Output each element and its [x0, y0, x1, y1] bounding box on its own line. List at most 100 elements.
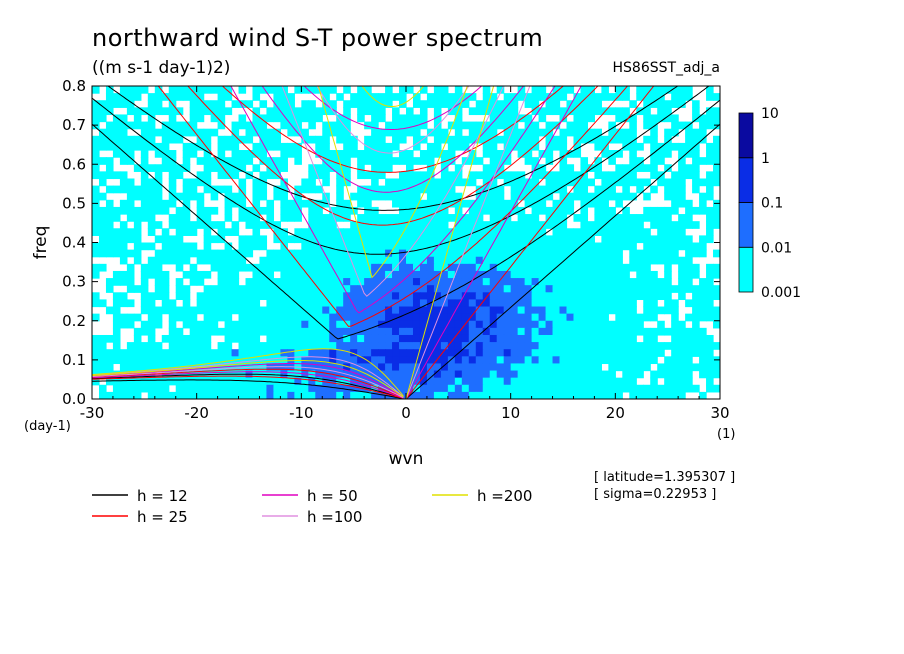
power-cell [489, 93, 498, 101]
power-cell [196, 349, 205, 357]
power-cell [392, 107, 400, 116]
power-cell [447, 306, 456, 315]
power-cell [343, 384, 351, 393]
power-cell [468, 178, 477, 187]
dispersion-line-h50 [92, 371, 404, 399]
power-cell [357, 278, 365, 286]
power-cell [343, 306, 351, 315]
power-cell [350, 249, 358, 258]
power-cell [650, 185, 658, 194]
power-cell [468, 306, 477, 315]
power-cell [685, 327, 693, 336]
power-cell [587, 313, 595, 322]
power-cell [489, 135, 498, 144]
power-cell [664, 256, 672, 265]
power-cell [573, 214, 582, 222]
power-cell [692, 135, 700, 144]
power-cell [461, 342, 470, 350]
power-cell [112, 142, 121, 151]
power-cell [713, 384, 720, 393]
power-cell [482, 327, 491, 336]
power-cell [580, 263, 589, 272]
power-cell [517, 278, 526, 286]
power-cell [426, 334, 435, 343]
power-cell [168, 164, 177, 172]
power-cell [364, 214, 372, 222]
power-cell [154, 192, 163, 201]
power-cell [594, 384, 602, 393]
power-cell [503, 100, 512, 108]
power-cell [357, 270, 365, 279]
power-cell [503, 349, 512, 357]
power-cell [259, 391, 268, 399]
power-cell [392, 363, 400, 372]
power-cell [538, 313, 547, 322]
power-cell [266, 313, 275, 322]
power-cell [608, 320, 616, 329]
power-cell [587, 235, 595, 244]
power-cell [322, 107, 330, 116]
power-cell [147, 327, 156, 336]
power-cell [573, 299, 582, 308]
power-cell [308, 320, 316, 329]
power-cell [280, 306, 288, 315]
power-cell [412, 171, 421, 180]
power-cell [357, 150, 365, 158]
power-cell [517, 142, 526, 151]
power-cell [245, 171, 254, 180]
power-cell [112, 349, 121, 357]
power-cell [587, 86, 595, 94]
power-cell [657, 214, 665, 222]
power-cell [643, 342, 651, 350]
power-cell [385, 356, 393, 365]
power-cell [364, 242, 372, 251]
power-cell [217, 107, 226, 116]
colorbar-band [738, 246, 754, 293]
power-cell [168, 334, 177, 343]
power-cell [161, 299, 170, 308]
power-cell [608, 107, 616, 116]
power-cell [545, 363, 554, 372]
power-cell [210, 384, 219, 393]
power-cell [112, 270, 121, 279]
power-cell [461, 270, 470, 279]
power-cell [112, 93, 121, 101]
power-cell [280, 242, 288, 251]
power-cell [636, 384, 644, 393]
power-cell [503, 93, 512, 101]
power-cell [657, 86, 665, 94]
power-cell [203, 157, 212, 165]
power-cell [119, 86, 128, 94]
power-cell [182, 270, 191, 279]
power-cell [189, 185, 198, 194]
power-cell [552, 121, 561, 130]
power-cell [343, 356, 351, 365]
power-cell [587, 192, 595, 201]
power-cell [161, 142, 170, 151]
power-cell [587, 320, 595, 329]
power-cell [650, 292, 658, 301]
power-cell [713, 363, 720, 372]
power-cell [210, 285, 219, 293]
power-cell [475, 391, 484, 399]
power-cell [308, 327, 316, 336]
power-cell [475, 256, 484, 265]
power-cell [426, 157, 435, 165]
power-cell [629, 235, 637, 244]
power-cell [475, 327, 484, 336]
power-cell [468, 278, 477, 286]
power-cell [615, 391, 623, 399]
power-cell [98, 171, 107, 180]
power-cell [105, 86, 114, 94]
power-cell [559, 320, 568, 329]
power-cell [636, 263, 644, 272]
power-cell [461, 142, 470, 151]
power-cell [412, 391, 421, 399]
power-cell [559, 363, 568, 372]
power-cell [154, 356, 163, 365]
power-cell [608, 278, 616, 286]
power-cell [580, 285, 589, 293]
power-cell [496, 270, 505, 279]
power-cell [273, 107, 281, 116]
power-cell [699, 128, 707, 137]
